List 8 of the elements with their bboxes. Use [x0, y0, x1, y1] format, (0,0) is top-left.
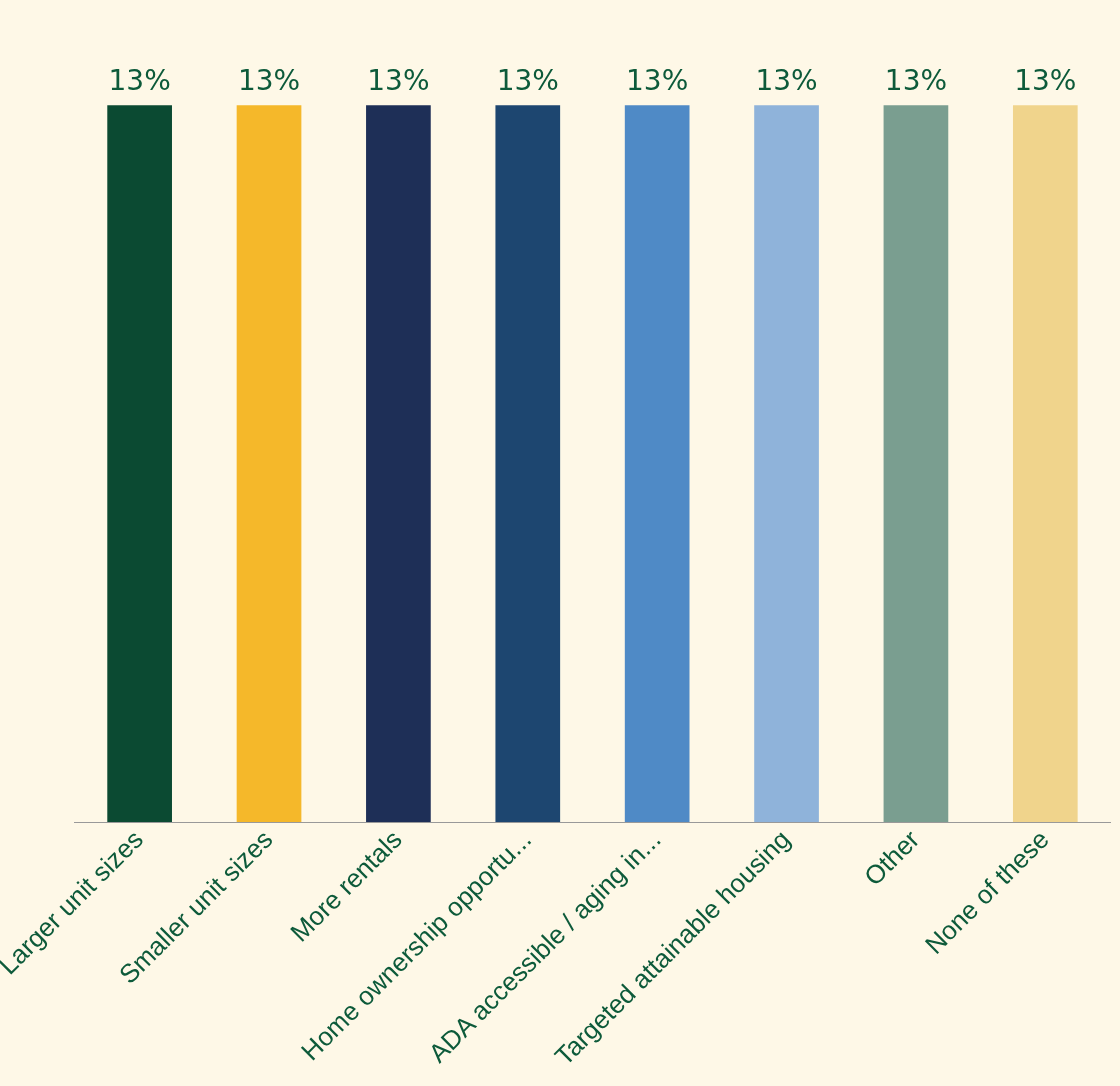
data-label: 13%	[496, 64, 559, 98]
data-label: 13%	[367, 64, 430, 98]
data-label: 13%	[1014, 64, 1077, 98]
data-label: 13%	[626, 64, 689, 98]
data-label: 13%	[755, 64, 818, 98]
data-label: 13%	[108, 64, 171, 98]
data-label: 13%	[884, 64, 948, 98]
data-label: 13%	[237, 64, 301, 98]
